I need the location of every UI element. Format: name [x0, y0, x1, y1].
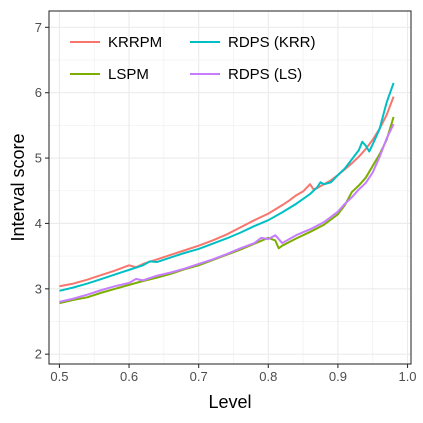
- series-line-rdps-ls: [59, 123, 395, 303]
- series-line-krrpm: [59, 96, 395, 288]
- legend-item-lspm: LSPM: [70, 66, 149, 83]
- y-tick-label: 4: [35, 216, 42, 231]
- legend-label: RDPS (KRR): [228, 34, 316, 51]
- x-tick-label: 1.0: [398, 369, 416, 384]
- x-tick-label: 0.7: [190, 369, 208, 384]
- axis-ticks: 0.5 0.6 0.7 0.8 0.9 1.0 2 3 4 5 6 7: [35, 20, 417, 384]
- legend-label: RDPS (LS): [228, 66, 302, 83]
- legend-label: KRRPM: [108, 34, 162, 51]
- series-lines: [59, 82, 395, 305]
- y-axis-title: Interval score: [8, 133, 28, 241]
- x-tick-label: 0.5: [50, 369, 68, 384]
- legend-item-rdps-krr: RDPS (KRR): [190, 34, 316, 51]
- panel-border: [48, 10, 412, 365]
- x-axis-title: Level: [208, 392, 251, 412]
- legend-item-krrpm: KRRPM: [70, 34, 162, 51]
- y-tick-label: 6: [35, 85, 42, 100]
- legend-item-rdps-ls: RDPS (LS): [190, 66, 302, 83]
- series-line-rdps-krr: [59, 82, 395, 292]
- y-tick-label: 5: [35, 151, 42, 166]
- legend-label: LSPM: [108, 66, 149, 83]
- grid: [49, 11, 411, 364]
- legend: KRRPM RDPS (KRR) LSPM RDPS (LS): [70, 34, 316, 83]
- y-tick-label: 2: [35, 347, 42, 362]
- x-tick-label: 0.9: [329, 369, 347, 384]
- x-tick-label: 0.8: [259, 369, 277, 384]
- y-tick-label: 7: [35, 20, 42, 35]
- y-tick-label: 3: [35, 281, 42, 296]
- x-tick-label: 0.6: [120, 369, 138, 384]
- series-line-lspm: [59, 116, 395, 305]
